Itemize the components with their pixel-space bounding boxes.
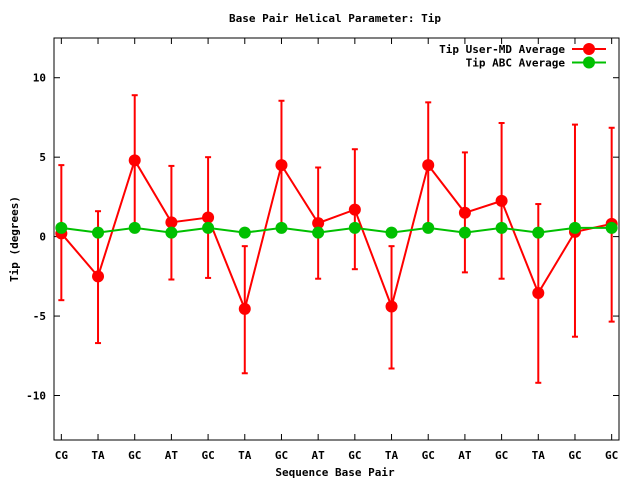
data-point xyxy=(202,211,215,224)
x-tick-label: GC xyxy=(422,449,435,462)
y-tick-label: 5 xyxy=(39,151,46,164)
x-tick-label: AT xyxy=(165,449,179,462)
x-axis-label: Sequence Base Pair xyxy=(275,466,395,479)
data-point xyxy=(92,226,105,239)
data-point xyxy=(202,221,215,234)
plot-frame xyxy=(53,37,620,441)
series-user-md xyxy=(55,94,618,384)
data-point xyxy=(238,226,251,239)
series-line xyxy=(61,226,612,234)
data-point xyxy=(605,221,618,234)
legend-marker xyxy=(583,43,595,55)
data-point xyxy=(312,226,325,239)
x-tick-label: TA xyxy=(91,449,105,462)
data-point xyxy=(165,216,178,229)
data-point xyxy=(238,302,251,315)
data-point xyxy=(92,270,105,283)
y-tick-label: 0 xyxy=(39,231,46,244)
x-tick-label: GC xyxy=(201,449,214,462)
legend-label: Tip User-MD Average xyxy=(439,43,565,56)
data-point xyxy=(495,221,508,234)
data-point xyxy=(495,194,508,207)
data-point xyxy=(275,159,288,172)
x-tick-label: TA xyxy=(532,449,546,462)
data-point xyxy=(532,226,545,239)
data-point xyxy=(275,221,288,234)
x-tick-label: TA xyxy=(385,449,399,462)
data-point xyxy=(422,159,435,172)
legend-label: Tip ABC Average xyxy=(466,57,566,70)
data-point xyxy=(55,221,68,234)
data-point xyxy=(128,154,141,167)
data-point xyxy=(385,226,398,239)
series-line xyxy=(60,157,612,313)
x-tick-label: AT xyxy=(458,449,472,462)
x-tick-label: GC xyxy=(568,449,581,462)
data-point xyxy=(312,217,325,230)
chart-title: Base Pair Helical Parameter: Tip xyxy=(229,12,441,25)
y-axis-label: Tip (degrees) xyxy=(8,196,21,282)
x-tick-label: GC xyxy=(348,449,361,462)
x-tick-label: GC xyxy=(275,449,288,462)
x-tick-label: CG xyxy=(55,449,69,462)
data-point xyxy=(348,221,361,234)
y-tick-label: -10 xyxy=(26,390,46,403)
data-point xyxy=(348,203,361,216)
data-point xyxy=(568,221,581,234)
y-tick-label: -5 xyxy=(33,310,46,323)
data-point xyxy=(385,300,398,313)
data-point xyxy=(422,221,435,234)
x-tick-label: TA xyxy=(238,449,252,462)
x-tick-label: GC xyxy=(128,449,141,462)
series-abc xyxy=(55,221,618,239)
data-point xyxy=(165,226,178,239)
x-tick-label: AT xyxy=(312,449,326,462)
y-tick-label: 10 xyxy=(33,72,46,85)
data-point xyxy=(128,221,141,234)
data-point xyxy=(532,287,545,300)
x-tick-label: GC xyxy=(495,449,508,462)
data-point xyxy=(458,206,471,219)
legend-marker xyxy=(583,56,595,69)
x-tick-label: GC xyxy=(605,449,618,462)
data-point xyxy=(458,226,471,239)
